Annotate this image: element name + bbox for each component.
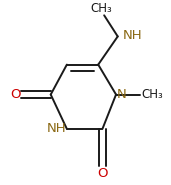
Text: N: N	[116, 88, 126, 101]
Text: O: O	[10, 88, 21, 101]
Text: O: O	[97, 167, 108, 180]
Text: NH: NH	[123, 28, 142, 42]
Text: CH₃: CH₃	[141, 88, 163, 101]
Text: CH₃: CH₃	[90, 2, 112, 15]
Text: NH: NH	[47, 122, 67, 135]
